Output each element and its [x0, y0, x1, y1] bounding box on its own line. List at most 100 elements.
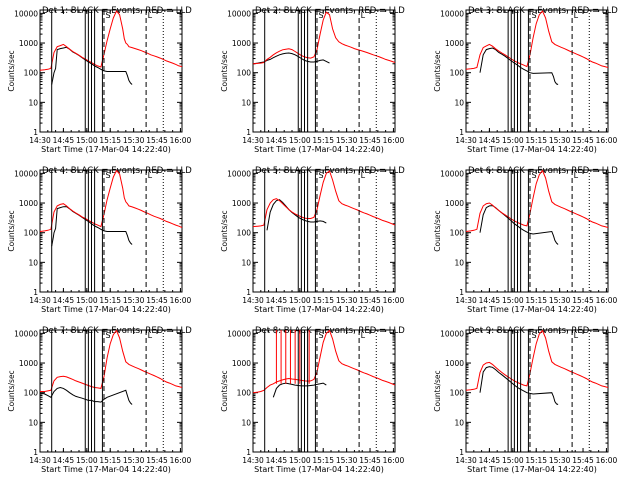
y-tick-label: 10000 [14, 9, 38, 18]
y-tick-label: 10000 [440, 9, 464, 18]
annotation-s: S [532, 331, 537, 340]
x-tick-label: 15:45 [359, 136, 381, 145]
x-tick-label: 14:45 [53, 136, 75, 145]
plot-frame [39, 329, 183, 453]
y-tick-label: 10 [28, 98, 38, 107]
x-tick-label: 15:30 [549, 456, 571, 465]
events-series-line [479, 205, 559, 245]
annotation-l: L [361, 331, 366, 340]
annotation-l: L [574, 171, 579, 180]
annotation-s: S [319, 171, 324, 180]
panel-det7: Det 7: BLACK = Events, RED = LLD11010010… [7, 326, 192, 474]
x-tick-label: 15:45 [359, 296, 381, 305]
y-tick-label: 1000 [445, 39, 464, 48]
y-tick-label: 1 [33, 288, 38, 297]
y-tick-label: 10000 [14, 169, 38, 178]
annotation-l: L [574, 331, 579, 340]
x-tick-label: 14:30 [242, 136, 264, 145]
x-tick-label: 14:30 [455, 456, 477, 465]
y-axis-label: Counts/sec [220, 210, 229, 251]
y-tick-label: 1 [246, 288, 251, 297]
x-tick-label: 15:30 [123, 296, 145, 305]
panel-det5: Det 5: BLACK = Events, RED = LLD 1 10 100 10… [220, 166, 405, 314]
x-tick-label: 15:15 [99, 296, 121, 305]
y-tick-label: 100 [450, 389, 465, 398]
x-axis-label: Start Time (17-Mar-04 14:22:40) [254, 145, 384, 154]
annotation-s: S [319, 331, 324, 340]
annotation-s: S [106, 331, 111, 340]
plot-frame [252, 9, 396, 133]
x-tick-label: 15:45 [572, 136, 594, 145]
y-tick-label: 1000 [19, 199, 38, 208]
x-tick-label: 14:45 [266, 296, 288, 305]
x-tick-label: 15:45 [146, 456, 168, 465]
y-tick-label: 10 [454, 258, 464, 267]
x-tick-label: 14:45 [266, 456, 288, 465]
plot-frame [252, 329, 396, 453]
x-tick-label: 15:30 [336, 296, 358, 305]
x-tick-label: 15:30 [123, 456, 145, 465]
events-series-line [39, 386, 133, 405]
y-axis-label: Counts/sec [7, 370, 16, 411]
y-tick-label: 100 [24, 229, 39, 238]
x-tick-label: 14:30 [29, 456, 51, 465]
lld-series-line [39, 169, 183, 232]
panel-det2: Det 2: BLACK = Events, RED = LLD 1 10 100 10… [220, 6, 405, 154]
y-tick-label: 100 [237, 69, 252, 78]
y-axis-label: Counts/sec [220, 50, 229, 91]
y-tick-label: 1 [459, 448, 464, 457]
x-tick-label: 15:15 [99, 456, 121, 465]
x-tick-label: 15:30 [123, 136, 145, 145]
lld-series-line [465, 329, 609, 391]
y-tick-label: 1000 [19, 39, 38, 48]
x-tick-label: 14:45 [53, 296, 75, 305]
x-tick-label: 16:00 [383, 136, 405, 145]
x-tick-label: 14:45 [266, 136, 288, 145]
y-tick-label: 10000 [14, 329, 38, 338]
y-tick-label: 10000 [227, 169, 251, 178]
x-tick-label: 15:15 [312, 296, 334, 305]
annotation-s: S [106, 11, 111, 20]
x-tick-label: 15:30 [336, 136, 358, 145]
plot-frame [39, 9, 183, 133]
y-tick-label: 10 [241, 258, 251, 267]
y-tick-label: 1000 [232, 39, 251, 48]
lld-series-line [40, 329, 183, 392]
y-tick-label: 10 [241, 418, 251, 427]
y-tick-label: 1 [459, 128, 464, 137]
y-tick-label: 100 [24, 69, 39, 78]
y-tick-label: 10 [241, 98, 251, 107]
x-tick-label: 16:00 [596, 296, 618, 305]
annotation-s: S [532, 11, 537, 20]
y-axis-label: Counts/sec [7, 50, 16, 91]
y-tick-label: 10000 [227, 329, 251, 338]
panel-title: Det 2: BLACK = Events, RED = LLD [255, 6, 405, 16]
y-tick-label: 10 [454, 418, 464, 427]
panel-det1: Det 1: BLACK = Events, RED = LLD11010010… [7, 6, 192, 154]
y-axis-label: Counts/sec [433, 50, 442, 91]
x-tick-label: 15:45 [146, 296, 168, 305]
x-tick-label: 15:30 [336, 456, 358, 465]
panel-title: Det 5: BLACK = Events, RED = LLD [255, 166, 405, 176]
x-tick-label: 15:45 [572, 296, 594, 305]
x-axis-label: Start Time (17-Mar-04 14:22:40) [467, 305, 597, 314]
y-tick-label: 10000 [440, 329, 464, 338]
events-series-line [479, 47, 559, 85]
annotation-s: S [319, 11, 324, 20]
plot-frame [465, 9, 609, 133]
x-tick-label: 15:45 [146, 136, 168, 145]
x-tick-label: 15:30 [549, 136, 571, 145]
x-tick-label: 15:15 [99, 136, 121, 145]
x-tick-label: 15:45 [359, 456, 381, 465]
x-axis-label: Start Time (17-Mar-04 14:22:40) [254, 465, 384, 474]
x-tick-label: 15:15 [525, 136, 547, 145]
lld-series-line [252, 329, 396, 394]
lld-series-line [465, 10, 609, 70]
x-tick-label: 14:45 [53, 456, 75, 465]
panel-det9: Det 9: BLACK = Events, RED = LLD11010010… [433, 326, 618, 474]
panel-det3: Det 3: BLACK = Events, RED = LLD 1 10 100 10… [433, 6, 618, 154]
y-tick-label: 10 [28, 418, 38, 427]
events-series-line [272, 382, 327, 398]
x-tick-label: 14:30 [242, 456, 264, 465]
x-tick-label: 16:00 [170, 296, 192, 305]
